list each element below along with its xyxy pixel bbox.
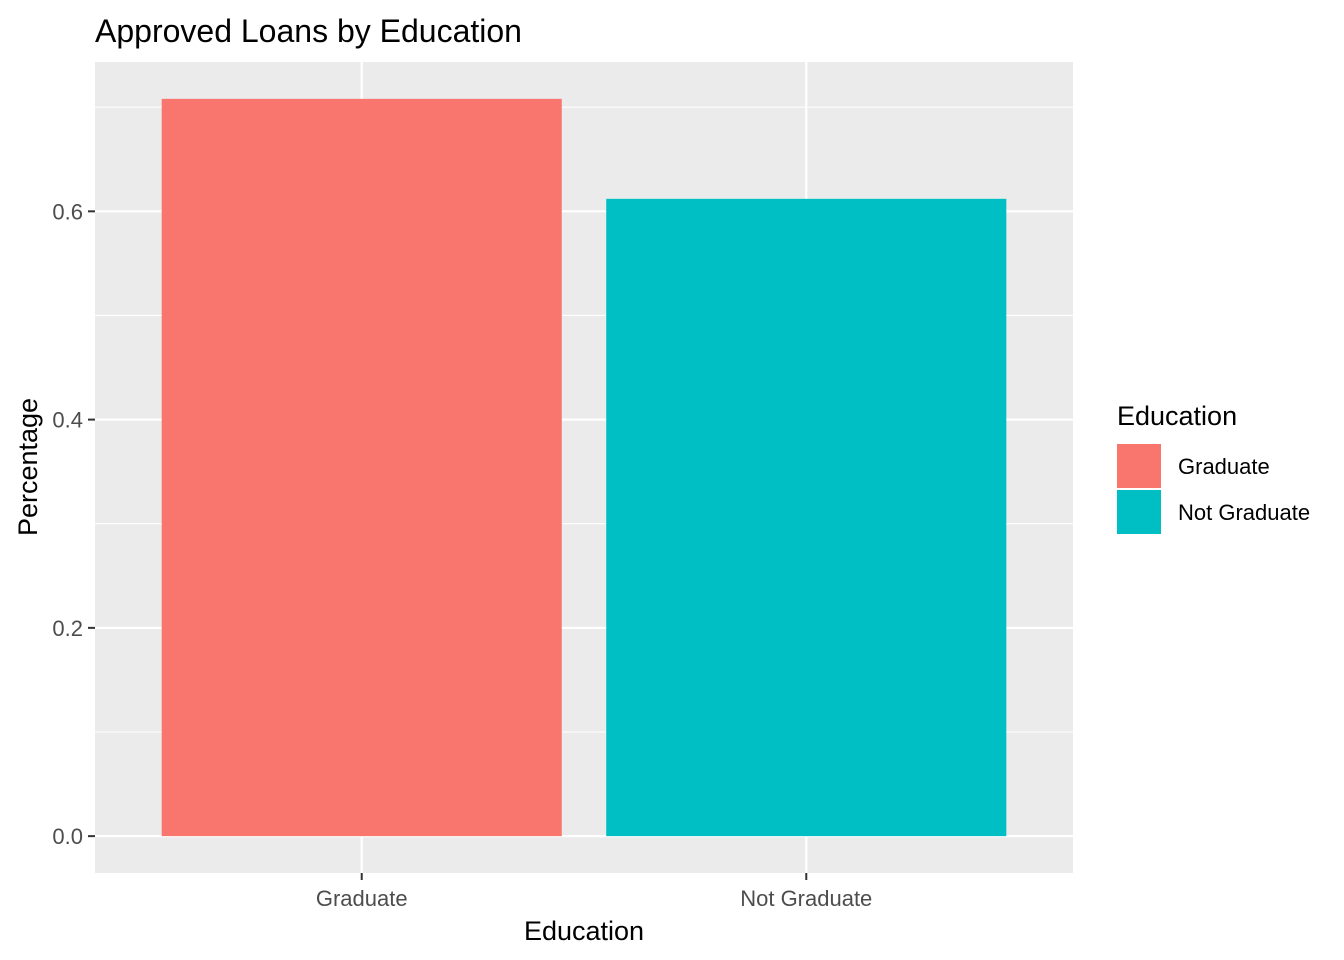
chart-title: Approved Loans by Education	[95, 13, 522, 49]
x-axis-title: Education	[524, 916, 644, 946]
y-tick-label: 0.0	[52, 824, 83, 849]
legend-label: Not Graduate	[1178, 500, 1310, 525]
legend-label: Graduate	[1178, 454, 1270, 479]
x-tick-label: Graduate	[316, 886, 408, 911]
legend-swatch	[1117, 490, 1161, 534]
y-axis-title: Percentage	[13, 398, 43, 536]
y-tick-label: 0.4	[52, 408, 83, 433]
y-tick-label: 0.6	[52, 199, 83, 224]
bar-graduate	[161, 98, 562, 837]
y-tick-label: 0.2	[52, 616, 83, 641]
legend-swatch	[1117, 444, 1161, 488]
y-axis: 0.0 0.2 0.4 0.6	[52, 199, 95, 849]
bar-not-graduate	[606, 198, 1007, 837]
x-axis: Graduate Not Graduate	[316, 873, 872, 911]
legend-title: Education	[1117, 401, 1237, 431]
bars-group	[161, 98, 1007, 837]
legend: Education Graduate Not Graduate	[1117, 401, 1310, 534]
x-tick-label: Not Graduate	[740, 886, 872, 911]
